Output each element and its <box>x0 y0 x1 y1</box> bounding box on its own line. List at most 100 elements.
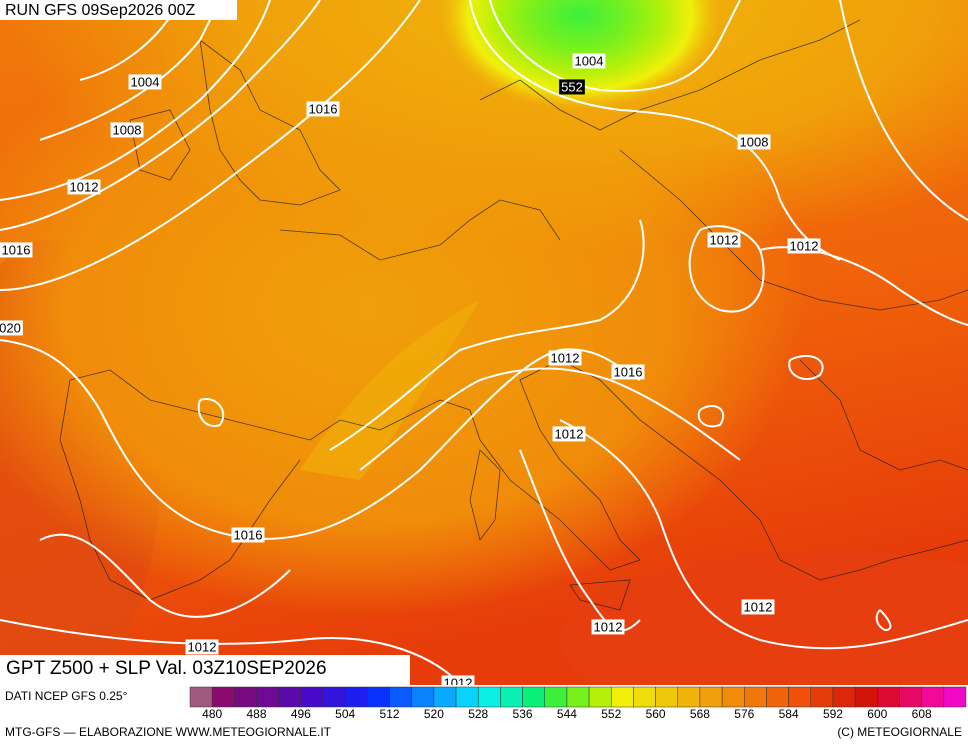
isobar-label: 1012 <box>594 619 623 634</box>
heat-shade <box>300 300 480 480</box>
colorbar-tick-label: 568 <box>690 707 710 721</box>
run-box <box>0 0 237 20</box>
run-label: RUN GFS 09Sep2026 00Z <box>5 2 196 19</box>
colorbar-swatch <box>477 686 501 708</box>
isobar-label: 1016 <box>234 527 263 542</box>
colorbar-swatch <box>788 686 812 708</box>
colorbar-tick-label: 584 <box>779 707 799 721</box>
colorbar-swatch <box>344 686 368 708</box>
isobar-label: 1008 <box>740 134 769 149</box>
isobar-label: 1004 <box>131 74 160 89</box>
colorbar-swatch <box>921 686 945 708</box>
isobar-label-box <box>548 350 582 366</box>
colorbar-swatch <box>433 686 457 708</box>
colorbar-swatch <box>943 686 967 708</box>
colorbar-swatch <box>522 686 545 708</box>
colorbar-tick-label: 504 <box>335 707 355 721</box>
colorbar-tick-label: 512 <box>380 707 400 721</box>
colorbar-tick-label: 600 <box>867 707 887 721</box>
colorbar-swatch <box>766 686 789 708</box>
colorbar-swatch <box>500 686 523 708</box>
isobar-label-box <box>572 53 606 69</box>
isobar-label: 1016 <box>614 364 643 379</box>
isobar-label-box <box>559 79 585 95</box>
isobar-label: 1016 <box>309 101 338 116</box>
credit-left: MTG-GFS — ELABORAZIONE WWW.METEOGIORNALE… <box>5 725 332 739</box>
isobar-label-box <box>611 364 645 380</box>
colorbar-swatch <box>721 686 745 708</box>
colorbar-swatch <box>300 686 324 708</box>
isobar-label-box <box>67 179 101 195</box>
isobar-label: 1012 <box>555 426 584 441</box>
isobar-labels: 1004 1008 1012 1016 020 1016 1004 552 1008 1012 10… <box>0 53 821 691</box>
colorbar-tick-label: 592 <box>823 707 843 721</box>
isobar-label: 1012 <box>70 179 99 194</box>
footer-title: GPT Z500 + SLP Val. 03Z10SEP2026 <box>6 658 327 679</box>
isobar-label-box <box>110 122 144 138</box>
colorbar-swatch <box>367 686 390 708</box>
isobar-label: 1012 <box>744 599 773 614</box>
colorbar-tick-label: 576 <box>734 707 754 721</box>
isobar-label-box <box>306 101 340 117</box>
colorbar-swatch <box>455 686 479 708</box>
isobar-label-box <box>591 619 625 635</box>
colorbar-swatch <box>389 686 412 708</box>
isobar-label-box <box>128 74 162 90</box>
isobar-label: 1012 <box>551 350 580 365</box>
colorbar-tick-label: 560 <box>646 707 666 721</box>
colorbar-tick-label: 488 <box>246 707 266 721</box>
colorbar-swatch <box>411 686 435 708</box>
colorbar-swatch <box>744 686 767 708</box>
coastlines <box>59 19 968 611</box>
colorbar-tick-label: 552 <box>601 707 621 721</box>
colorbar-swatch <box>677 686 701 708</box>
colorbar-swatch <box>877 686 900 708</box>
isobar-label: 1012 <box>790 238 819 253</box>
colorbar-swatch <box>189 686 213 708</box>
map-area: 1004 1008 1012 1016 020 1016 1004 552 1008 1012 10… <box>0 0 968 730</box>
colorbar-swatch <box>899 686 922 708</box>
colorbar-tick-label: 496 <box>291 707 311 721</box>
colorbar-swatch <box>544 686 568 708</box>
colorbar-swatch <box>278 686 302 708</box>
source-label: DATI NCEP GFS 0.25° <box>5 689 128 703</box>
isobar-label-box <box>231 527 265 543</box>
colorbar-swatch <box>588 686 612 708</box>
colorbar-swatch <box>854 686 878 708</box>
credit-right: (C) METEOGIORNALE <box>837 725 962 739</box>
isobar-label-box <box>787 238 821 254</box>
isobar-label-box <box>0 320 23 336</box>
colorbar-swatch <box>611 686 634 708</box>
isobar-label: 1016 <box>2 242 31 257</box>
colorbar-tick-label: 536 <box>513 707 533 721</box>
isobar-label-box <box>185 639 219 655</box>
colorbar-swatch <box>810 686 834 708</box>
colorbar-swatch <box>566 686 590 708</box>
colorbar-swatch <box>211 686 235 708</box>
colorbar-swatch <box>234 686 257 708</box>
isobar-label: 020 <box>0 320 21 335</box>
colorbar-tick-label: 544 <box>557 707 577 721</box>
isobar-label: 1012 <box>710 232 739 247</box>
colorbar-swatch <box>832 686 856 708</box>
isobar-label: 1012 <box>188 639 217 654</box>
colorbar-swatch <box>322 686 346 708</box>
isobar-label: 1008 <box>113 122 142 137</box>
isobar-label: 552 <box>561 79 583 94</box>
colorbar-swatch <box>256 686 279 708</box>
colorbar-swatch <box>655 686 679 708</box>
isobar-label-box <box>707 232 741 248</box>
isobar-label-box <box>737 134 771 150</box>
colorbar: 480 488 496 504 512 520 528 536 544 552 560 568 576 5… <box>189 686 967 721</box>
colorbar-swatch <box>633 686 656 708</box>
colorbar-tick-label: 528 <box>468 707 488 721</box>
isobar-label-box <box>552 426 586 442</box>
isobar-label: 1004 <box>575 53 604 68</box>
isobar-label-box <box>0 242 33 258</box>
isobar-label-box <box>741 599 775 615</box>
colorbar-tick-label: 608 <box>912 707 932 721</box>
colorbar-tick-label: 480 <box>202 707 222 721</box>
colorbar-swatch <box>699 686 723 708</box>
